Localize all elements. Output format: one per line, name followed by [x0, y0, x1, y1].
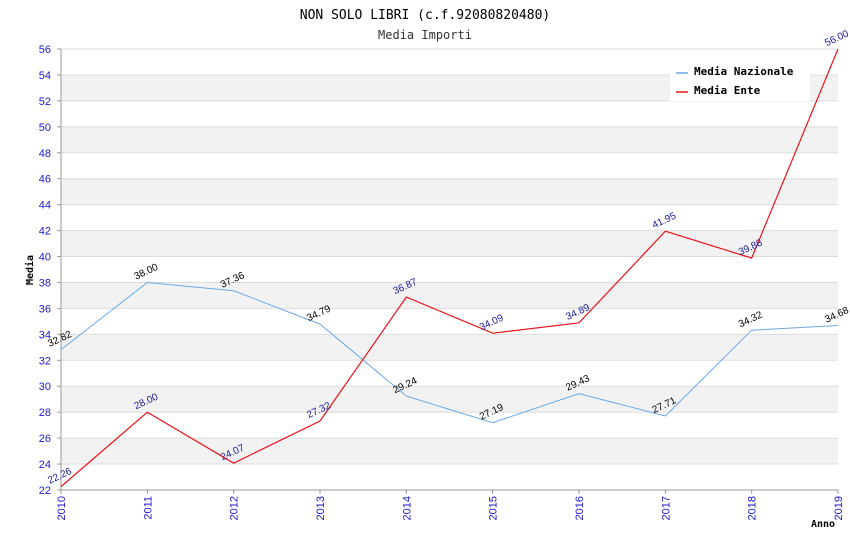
y-tick-label: 28: [39, 407, 51, 419]
x-axis-label: Anno: [811, 519, 835, 530]
data-label: 34.32: [737, 309, 765, 330]
grid-band: [61, 438, 838, 465]
series-line-media-ente: [60, 48, 839, 488]
x-tick-label: 2012: [229, 496, 241, 520]
y-tick-label: 34: [39, 329, 51, 341]
axes: [57, 48, 839, 494]
y-tick-label: 46: [39, 174, 51, 186]
y-tick-label: 40: [39, 252, 51, 264]
y-tick-label: 24: [39, 459, 51, 471]
series-lines: [60, 48, 839, 488]
x-tick-label: 2013: [315, 496, 327, 520]
data-label: 34.09: [478, 312, 506, 333]
legend-label-media-ente: Media Ente: [694, 84, 761, 97]
data-label: 41.95: [651, 211, 679, 232]
legend: Media Nazionale Media Ente: [670, 61, 810, 101]
x-tick-label: 2017: [660, 496, 672, 520]
data-label: 38.00: [133, 262, 161, 283]
grid-bands: [61, 74, 838, 465]
grid-lines: [61, 48, 838, 491]
y-tick-label: 48: [39, 148, 51, 160]
y-tick-label: 26: [39, 433, 51, 445]
x-tick-label: 2011: [142, 496, 154, 520]
x-tick-label: 2015: [488, 496, 500, 520]
y-tick-label: 52: [39, 96, 51, 108]
y-tick-label: 32: [39, 355, 51, 367]
grid-band: [61, 334, 838, 361]
x-tick-label: 2010: [56, 496, 68, 520]
y-tick-label: 50: [39, 122, 51, 134]
y-tick-label: 38: [39, 277, 51, 289]
y-tick-label: 42: [39, 226, 51, 238]
legend-label-media-nazionale: Media Nazionale: [694, 65, 794, 78]
y-tick-label: 22: [39, 485, 51, 497]
grid-band: [61, 230, 838, 257]
x-axis-ticks: 2010 2011 2012 2013 2014 2015 2016 2017 2018 2019: [56, 496, 845, 520]
y-tick-label: 36: [39, 303, 51, 315]
grid-band: [61, 386, 838, 413]
legend-box: [670, 61, 810, 101]
y-axis-ticks: 22 24 26 28 30 32 34 36 38 40 42 44 46 48 50 52 54 56: [39, 44, 51, 497]
grid-band: [61, 126, 838, 153]
data-label: 56.00: [823, 28, 850, 49]
series-line-media-nazionale: [60, 281, 839, 424]
y-tick-label: 54: [39, 70, 51, 82]
y-tick-label: 44: [39, 200, 51, 212]
y-tick-label: 30: [39, 381, 51, 393]
grid-band: [61, 178, 838, 205]
y-tick-label: 56: [39, 44, 51, 56]
x-tick-label: 2019: [833, 496, 845, 520]
x-tick-label: 2014: [401, 496, 413, 520]
x-tick-label: 2016: [574, 496, 586, 520]
grid-band: [61, 282, 838, 309]
y-axis-label: Media: [24, 255, 36, 285]
x-tick-label: 2018: [747, 496, 759, 520]
chart-subtitle: Media Importi: [378, 28, 472, 42]
chart-title: NON SOLO LIBRI (c.f.92080820480): [300, 8, 550, 23]
